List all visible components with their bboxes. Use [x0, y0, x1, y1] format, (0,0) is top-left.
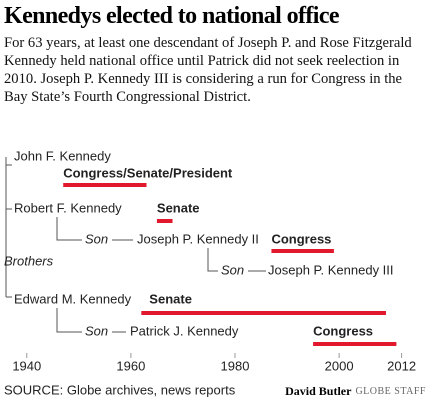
brothers-connector — [5, 157, 12, 298]
credit-name: David Butler — [285, 384, 352, 398]
office-label: Congress — [313, 323, 373, 338]
chart-subtitle: For 63 years, at least one descendant of… — [4, 35, 412, 105]
x-tick-label: 2012 — [387, 358, 416, 373]
person-name: Patrick J. Kennedy — [130, 323, 239, 338]
son-connector — [207, 248, 218, 272]
chart-title: Kennedys elected to national office — [4, 3, 340, 29]
person-name: John F. Kennedy — [14, 148, 111, 163]
son-dash — [112, 239, 266, 333]
x-tick-label: 1980 — [221, 358, 250, 373]
x-tick-label: 1940 — [12, 358, 41, 373]
credit-org: GLOBE STAFF — [355, 386, 426, 397]
header: Kennedys elected to national office For … — [4, 0, 426, 106]
person-name: Joseph P. Kennedy II — [137, 231, 259, 246]
relation-label: Son — [85, 231, 108, 246]
credit: David Butler GLOBE STAFF — [285, 384, 426, 398]
office-bar — [313, 342, 397, 346]
x-tick-label: 1960 — [116, 358, 145, 373]
office-label: Congress — [271, 231, 331, 246]
person-name: Robert F. Kennedy — [14, 200, 122, 215]
relation-label: Son — [85, 323, 108, 338]
son-connector — [56, 217, 82, 241]
source: SOURCE: Globe archives, news reports — [4, 382, 236, 397]
office-bar — [271, 249, 334, 253]
person-name: Joseph P. Kennedy III — [268, 262, 394, 277]
office-label: Senate — [157, 200, 200, 215]
office-label: Senate — [149, 291, 192, 306]
relation-label: Son — [221, 262, 244, 277]
person-name: Edward M. Kennedy — [14, 291, 132, 306]
office-bar — [63, 183, 147, 187]
office-bar — [156, 219, 173, 223]
office-bar — [141, 311, 386, 315]
son-connector — [56, 308, 82, 333]
x-tick-label: 2000 — [325, 358, 354, 373]
family-tree — [5, 157, 266, 333]
office-label: Congress/Senate/President — [63, 165, 233, 180]
annotation: Brothers — [4, 253, 54, 268]
